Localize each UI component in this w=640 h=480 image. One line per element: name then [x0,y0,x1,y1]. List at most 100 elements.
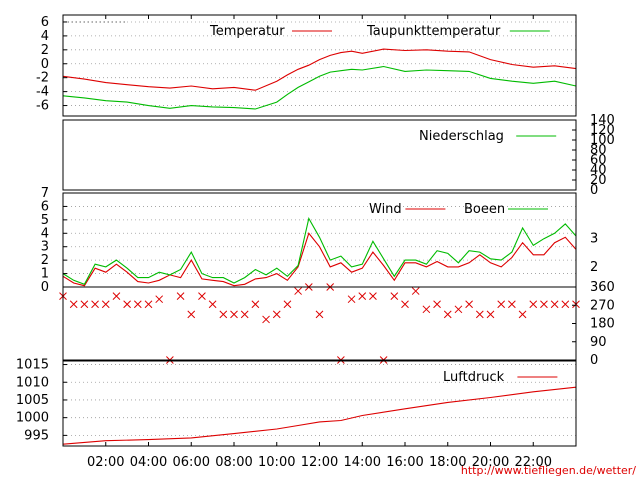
right-tick-label-wind: 2 [590,260,598,275]
wind-direction-marker [475,310,484,319]
tick-label-pressure: 1000 [16,411,49,426]
wind-direction-marker [465,300,473,309]
tick-label-precipitation: 60 [590,153,607,168]
tick-label-wind: 5 [41,213,49,228]
legend-label-niederschlag: Niederschlag [419,129,504,144]
legend-label-luftdruck: Luftdruck [443,370,505,385]
wind-direction-marker [187,310,196,319]
series-line-luftdruck [62,386,577,445]
wind-direction-marker [176,292,185,300]
wind-direction-marker [272,310,281,319]
tick-label-precipitation: 120 [590,123,615,138]
right-tick-label-wind: 3 [590,232,598,247]
wind-direction-marker [123,300,131,309]
tick-label-pressure: 1010 [16,375,49,390]
time-axis-label: 04:00 [130,455,167,470]
wind-direction-marker [294,287,302,295]
wind-direction-marker [486,310,495,319]
legend-label-temperatur: Temperatur [209,24,285,39]
wind-direction-marker [69,300,78,309]
tick-label-precipitation: 100 [590,133,615,148]
wind-direction-marker [133,300,142,309]
wind-direction-marker [80,300,89,309]
wind-direction-marker [369,292,377,300]
tick-label-precipitation: 40 [590,163,607,178]
wind-direction-marker [443,310,452,319]
time-axis-label: 14:00 [344,455,381,470]
wind-direction-marker [390,292,399,300]
time-axis-label: 12:00 [301,455,338,470]
wind-direction-marker [561,300,570,309]
legend-label-wind: Wind [369,202,402,217]
time-axis-label: 08:00 [215,455,252,470]
source-url: http://www.tiefliegen.de/wetter/ [461,464,636,477]
wind-direction-marker [508,300,516,309]
tick-label-wind: 0 [41,280,49,295]
tick-label-temperature: 4 [41,29,49,44]
wind-direction-marker [155,295,164,304]
tick-label-temperature: -2 [36,71,49,86]
tick-label-pressure: 1015 [16,358,49,373]
wind-direction-marker [219,310,228,319]
wind-direction-marker [529,300,538,309]
time-axis-label: 16:00 [386,455,423,470]
wind-direction-marker [347,295,356,304]
tick-label-precipitation: 0 [590,183,598,198]
wind-direction-marker [518,310,527,319]
wind-direction-marker [411,287,420,295]
wind-direction-marker [540,300,548,309]
series-line-wind [62,232,577,287]
tick-label-wind: 4 [41,226,49,241]
tick-label-precipitation: 80 [590,143,607,158]
wind-direction-marker [433,300,441,309]
tick-label-wind: 7 [41,186,49,201]
wind-direction-marker [454,305,463,314]
wind-direction-marker [198,292,206,300]
tick-label-precipitation: 20 [590,173,607,188]
series-line-boeen [62,216,577,285]
wind-direction-marker [262,315,270,324]
right-tick-label-wind_direction: 90 [590,335,607,350]
tick-label-temperature: 0 [41,57,49,72]
right-tick-label-wind_direction: 180 [590,317,615,332]
wind-direction-marker [358,292,367,300]
time-axis-label: 02:00 [87,455,124,470]
tick-label-wind: 1 [41,267,49,282]
time-axis-label: 20:00 [472,455,509,470]
wind-direction-marker [401,300,409,309]
wind-direction-marker [208,300,217,309]
time-axis-label: 06:00 [173,455,210,470]
tick-label-wind: 2 [41,253,49,268]
time-axis-label: 22:00 [515,455,552,470]
tick-label-wind: 6 [41,199,49,214]
wind-direction-marker [91,300,99,309]
wind-direction-marker [240,310,249,319]
wind-direction-marker [101,300,110,309]
tick-label-wind: 3 [41,240,49,255]
series-line-taupunkttemperatur [62,65,577,110]
right-tick-label-wind_direction: 270 [590,298,615,313]
time-axis-label: 18:00 [429,455,466,470]
tick-label-temperature: -4 [36,85,49,100]
wind-direction-marker [112,292,121,300]
tick-label-precipitation: 140 [590,113,615,128]
wind-direction-marker [230,310,238,319]
legend-label-taupunkttemperatur: Taupunkttemperatur [366,24,501,39]
tick-label-temperature: 6 [41,15,49,30]
tick-label-temperature: 2 [41,43,49,58]
legend-label-boeen: Boeen [464,202,505,217]
wind-direction-marker [315,310,324,319]
tick-label-temperature: -6 [36,99,49,114]
tick-label-pressure: 1005 [16,393,49,408]
wind-direction-marker [144,300,153,309]
right-tick-label-wind_direction: 360 [590,280,615,295]
tick-label-pressure: 995 [24,428,49,443]
wind-direction-marker [497,300,506,309]
time-axis-label: 10:00 [258,455,295,470]
wind-direction-marker [422,305,431,314]
series-line-temperatur [62,48,577,91]
panel-frame-precipitation [62,119,577,191]
right-tick-label-wind_direction: 0 [590,353,598,368]
wind-direction-marker [550,300,559,309]
